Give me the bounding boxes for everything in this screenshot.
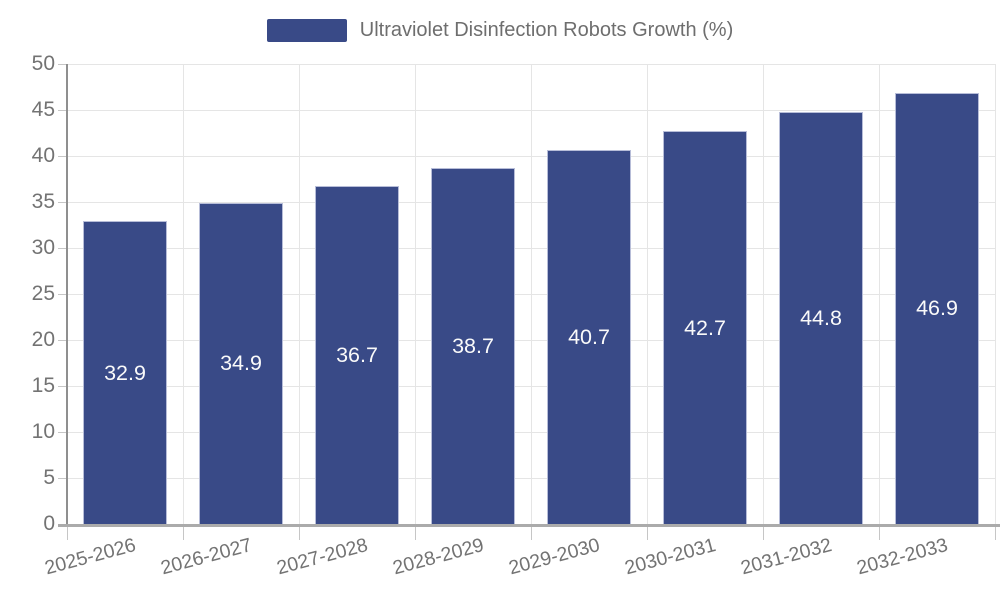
y-tick <box>58 293 67 295</box>
y-tick <box>58 201 67 203</box>
x-tick <box>414 527 416 540</box>
x-tick <box>530 527 532 540</box>
x-tick-label: 2026-2027 <box>158 533 254 580</box>
bar: 32.9 <box>83 221 167 524</box>
y-tick-label: 50 <box>31 52 55 75</box>
x-tick-label: 2029-2030 <box>506 533 602 580</box>
y-tick <box>58 431 67 433</box>
bar: 40.7 <box>547 149 631 524</box>
x-gridline <box>994 64 996 524</box>
y-tick <box>58 477 67 479</box>
y-tick-label: 15 <box>31 374 55 397</box>
y-axis-line <box>66 64 68 526</box>
x-gridline <box>878 64 880 524</box>
x-tick <box>994 527 996 540</box>
x-tick <box>646 527 648 540</box>
bar-value-label: 42.7 <box>684 315 726 340</box>
y-tick-label: 0 <box>43 512 55 535</box>
bar-value-label: 36.7 <box>336 343 378 368</box>
legend-swatch <box>266 18 347 42</box>
y-tick-label: 45 <box>31 98 55 121</box>
plot-area: 0 5 10 15 20 25 30 35 40 45 50 32.9 34.9 36.7 38.7 40.7… <box>32 52 1000 579</box>
bar-value-label: 40.7 <box>568 324 610 349</box>
x-tick-label: 2030-2031 <box>622 533 718 580</box>
x-tick <box>182 527 184 540</box>
y-tick-label: 30 <box>31 236 55 259</box>
bar: 34.9 <box>199 202 283 524</box>
x-gridline <box>182 64 184 524</box>
bar-value-label: 44.8 <box>800 305 842 330</box>
legend-item[interactable]: Ultraviolet Disinfection Robots Growth (… <box>0 16 1000 44</box>
x-gridline <box>414 64 416 524</box>
y-tick-label: 35 <box>31 190 55 213</box>
y-tick-label: 5 <box>43 466 55 489</box>
x-gridline <box>298 64 300 524</box>
bar: 44.8 <box>779 111 863 524</box>
bar-value-label: 38.7 <box>452 333 494 358</box>
x-tick-label: 2025-2026 <box>42 533 138 580</box>
x-tick <box>66 527 68 540</box>
bar: 46.9 <box>895 92 979 524</box>
x-tick <box>878 527 880 540</box>
y-tick <box>58 385 67 387</box>
bar: 36.7 <box>315 186 399 524</box>
x-gridline <box>530 64 532 524</box>
bar-value-label: 46.9 <box>916 296 958 321</box>
y-tick-label: 20 <box>31 328 55 351</box>
y-tick <box>58 339 67 341</box>
legend-label: Ultraviolet Disinfection Robots Growth (… <box>359 18 734 41</box>
bar: 38.7 <box>431 167 515 524</box>
y-tick-label: 10 <box>31 420 55 443</box>
bar-value-label: 34.9 <box>220 351 262 376</box>
y-tick-label: 25 <box>31 282 55 305</box>
y-tick <box>58 109 67 111</box>
y-tick <box>58 155 67 157</box>
x-tick-label: 2032-2033 <box>854 533 950 580</box>
x-gridline <box>762 64 764 524</box>
x-tick <box>762 527 764 540</box>
y-tick <box>58 247 67 249</box>
x-tick <box>298 527 300 540</box>
x-tick-label: 2027-2028 <box>274 533 370 580</box>
x-gridline <box>646 64 648 524</box>
x-tick-label: 2031-2032 <box>738 533 834 580</box>
y-tick-label: 40 <box>31 144 55 167</box>
bar: 42.7 <box>663 131 747 524</box>
x-tick-label: 2028-2029 <box>390 533 486 580</box>
bar-value-label: 32.9 <box>104 360 146 385</box>
y-tick <box>58 63 67 65</box>
x-axis-line <box>58 524 1000 527</box>
